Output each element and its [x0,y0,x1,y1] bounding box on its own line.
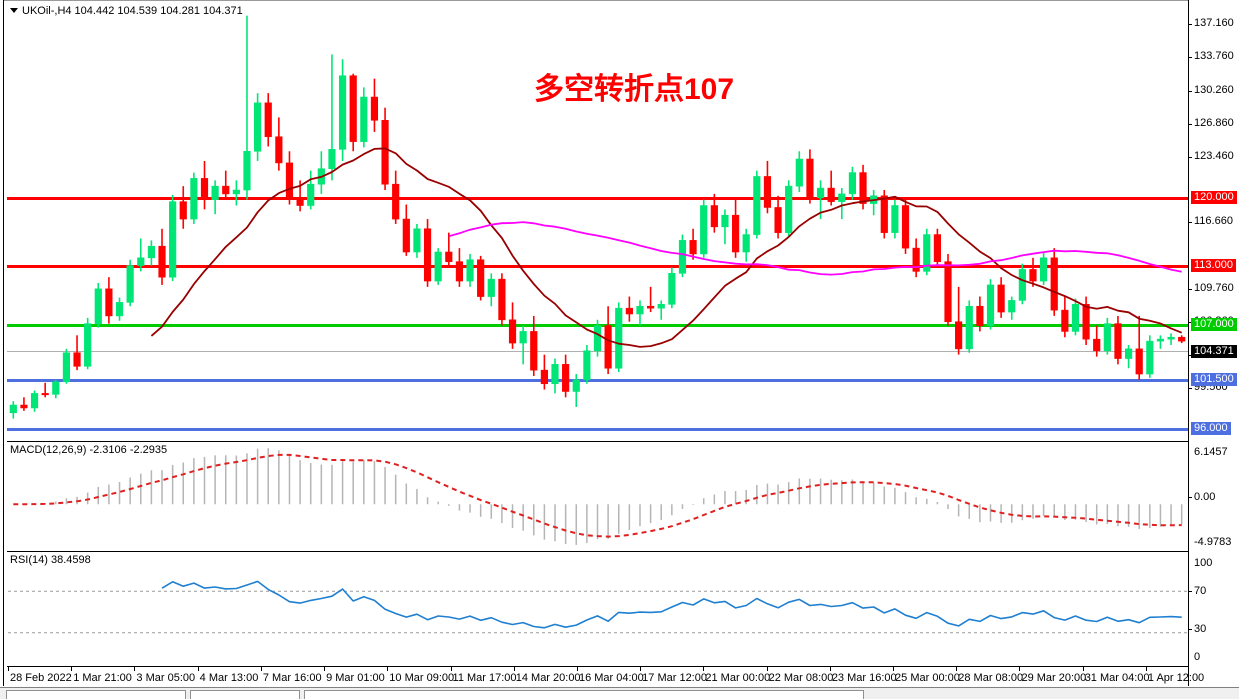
level-line-113[interactable] [7,265,1188,268]
time-tick-label: 1 Mar 21:00 [73,672,132,684]
time-tick-label: 3 Mar 05:00 [136,672,196,684]
tab-chart-2[interactable] [190,690,300,699]
macd-tick [1188,497,1192,498]
time-tick [197,666,199,671]
rsi-pane-title: RSI(14) 38.4598 [10,554,91,566]
rsi-tick-label: 30 [1194,623,1207,635]
window-left-rail [0,0,4,686]
scale-axis-line [1188,4,1189,666]
price-tag-104-371[interactable]: 104.371 [1191,345,1237,358]
time-tick-label: 7 Mar 16:00 [262,672,322,684]
time-tick-label: 31 Mar 04:00 [1084,672,1150,684]
price-tick-label: 126.860 [1194,116,1234,129]
time-tick [134,666,136,671]
time-tick-label: 11 Mar 17:00 [452,672,517,684]
time-tick-label: 4 Mar 13:00 [199,672,259,684]
price-tag-107-000[interactable]: 107.000 [1191,318,1237,331]
price-tick [1188,156,1192,158]
pane-separator-1 [7,441,1239,442]
price-tag-120-000[interactable]: 120.000 [1191,191,1237,204]
price-tag-113-000[interactable]: 113.000 [1191,259,1236,272]
tab-chart-3[interactable] [304,690,864,699]
price-tick [1188,289,1192,291]
price-tick-label: 109.760 [1194,282,1234,295]
time-tick-label: 23 Mar 16:00 [831,672,897,684]
time-tick [703,666,705,671]
time-tick [387,666,389,671]
time-tick-label: 28 Feb 2022 [10,672,72,684]
time-tick [1082,666,1084,671]
macd-tick-label: 6.1457 [1194,446,1228,458]
macd-tick-label: 0.00 [1194,491,1216,503]
time-tick [640,666,642,671]
time-tick [956,666,958,671]
chart-tabstrip[interactable] [0,687,1239,699]
price-tick-label: 137.160 [1194,16,1234,29]
price-tick [1188,23,1192,25]
rsi-tick-label: 70 [1194,585,1207,597]
macd-pane-title: MACD(12,26,9) -2.3106 -2.2935 [10,444,168,456]
time-tick-label: 9 Mar 01:00 [326,672,385,684]
price-tag-101-500[interactable]: 101.500 [1191,373,1237,386]
time-tick [1019,666,1021,671]
level-line-120[interactable] [7,197,1188,200]
time-tick-label: 28 Mar 08:00 [958,672,1024,684]
time-tick [893,666,895,671]
price-tick-label: 123.460 [1194,149,1234,162]
price-tag-96-000[interactable]: 96.000 [1191,422,1231,435]
time-tick [71,666,73,671]
price-tick [1188,222,1192,224]
rsi-tick-label: 100 [1194,557,1213,569]
pane-separator-2 [7,551,1239,552]
time-tick-label: 10 Mar 09:00 [389,672,455,684]
price-pane[interactable]: UKOil-,H4 104.442 104.539 104.281 104.37… [7,4,1188,441]
time-tick [1145,666,1147,671]
time-tick-label: 16 Mar 04:00 [578,672,644,684]
price-tick [1188,123,1192,125]
rsi-tick-label: 0 [1194,651,1201,663]
time-tick-label: 1 Apr 12:00 [1147,672,1205,684]
macd-tick-label: -4.9783 [1194,536,1232,548]
price-tick [1188,387,1192,389]
time-tick-label: 29 Mar 20:00 [1021,672,1087,684]
price-tick-label: 133.760 [1194,49,1234,62]
time-tick-label: 21 Mar 00:00 [705,672,771,684]
chart-annotation: 多空转折点107 [534,73,735,106]
time-tick-label: 14 Mar 20:00 [515,672,581,684]
time-tick [450,666,452,671]
time-tick [829,666,831,671]
triangle-down-icon[interactable] [10,7,18,13]
price-scale[interactable] [1188,0,1239,686]
time-tick [260,666,262,671]
time-tick-label: 22 Mar 08:00 [768,672,834,684]
price-tick-label: 130.260 [1194,83,1234,96]
time-tick [513,666,515,671]
window-top-border [0,0,1239,3]
price-tick [1188,90,1192,92]
time-tick [576,666,578,671]
price-pane-title: UKOil-,H4 104.442 104.539 104.281 104.37… [10,5,243,18]
price-tick-label: 116.660 [1194,215,1233,228]
price-tick [1188,322,1192,324]
rsi-tick [1188,591,1192,592]
time-tick [766,666,768,671]
symbol-label: UKOil-,H4 104.442 104.539 104.281 104.37… [22,5,243,17]
price-tick-label: 99.560 [1194,380,1228,393]
price-tick [1188,355,1192,357]
tab-chart-1[interactable] [6,690,186,699]
level-line-96[interactable] [7,428,1188,431]
time-axis-line [7,666,1188,667]
time-tick [324,666,326,671]
time-tick [8,666,9,671]
time-tick-label: 17 Mar 12:00 [642,672,707,684]
time-tick-label: 25 Mar 00:00 [895,672,960,684]
level-line-101[interactable] [7,379,1188,382]
rsi-tick [1188,629,1192,630]
rsi-pane[interactable]: RSI(14) 38.4598 [7,553,1188,666]
price-tick [1188,56,1192,58]
